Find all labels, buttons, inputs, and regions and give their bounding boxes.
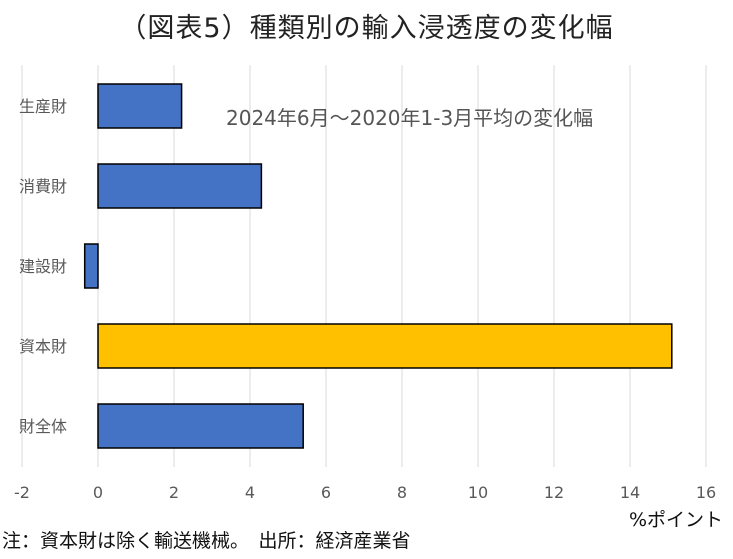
x-tick-label: 8 — [397, 483, 407, 502]
category-label: 資本財 — [19, 337, 67, 356]
x-tick-label: 12 — [544, 483, 564, 502]
x-axis-unit-label: %ポイント — [628, 509, 723, 531]
category-label: 消費財 — [19, 177, 67, 196]
bar — [97, 403, 304, 449]
category-label: 財全体 — [19, 417, 67, 436]
x-tick-labels: -2 0 2 4 6 8 10 12 14 16 — [14, 483, 716, 502]
bars — [83, 83, 673, 449]
chart-title: （図表5）種類別の輸入浸透度の変化幅 — [119, 13, 614, 44]
footnote: 注：資本財は除く輸送機械。 出所：経済産業省 — [2, 530, 411, 552]
bar — [83, 243, 99, 289]
x-tick-label: 14 — [620, 483, 640, 502]
x-tick-label: 6 — [321, 483, 331, 502]
bar — [97, 163, 263, 209]
chart-annotation: 2024年6月～2020年1-3月平均の変化幅 — [226, 106, 593, 130]
x-tick-label: -2 — [14, 483, 30, 502]
x-tick-label: 2 — [169, 483, 179, 502]
x-tick-label: 4 — [245, 483, 255, 502]
bar — [97, 83, 183, 129]
category-label: 生産財 — [19, 97, 67, 116]
x-tick-label: 16 — [696, 483, 716, 502]
category-label: 建設財 — [19, 257, 67, 276]
x-tick-label: 10 — [468, 483, 488, 502]
x-tick-label: 0 — [93, 483, 103, 502]
bar — [97, 323, 673, 369]
